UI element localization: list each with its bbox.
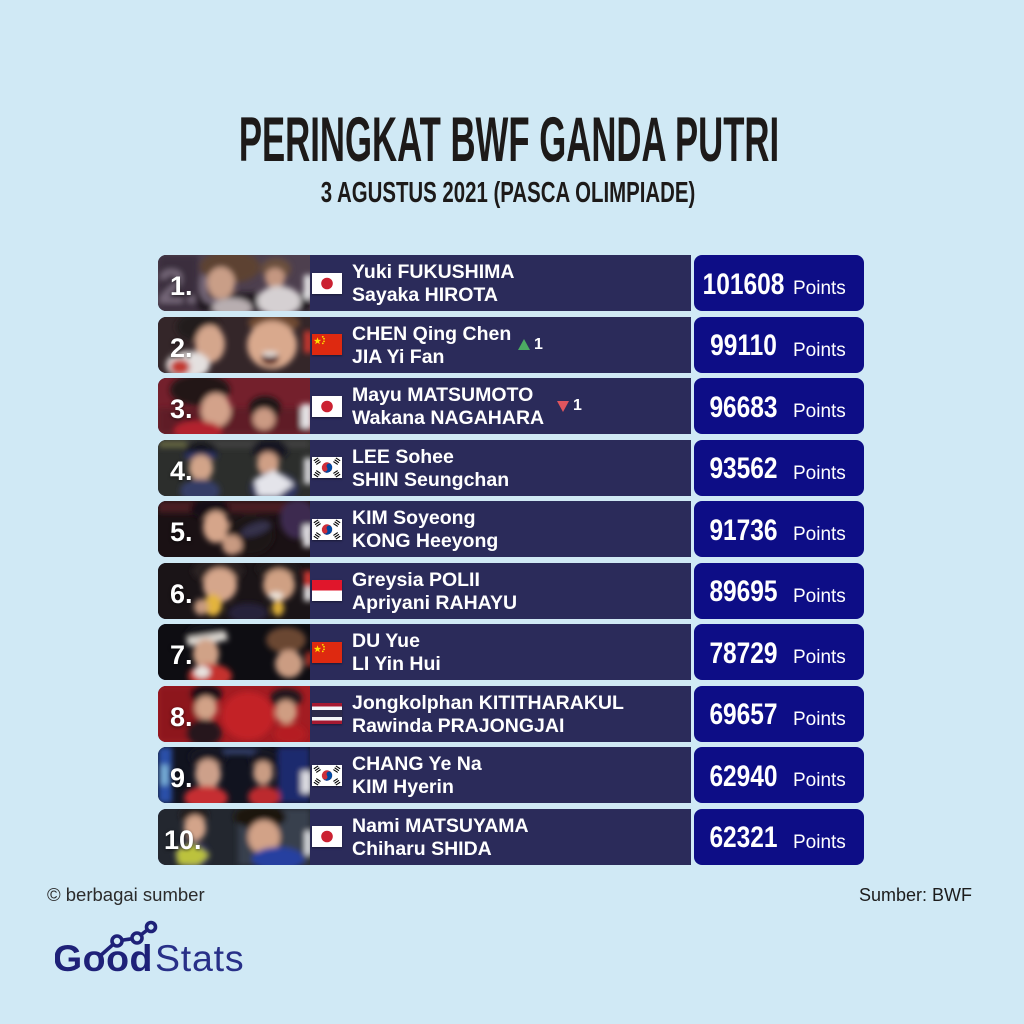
svg-text:Stats: Stats	[155, 937, 244, 979]
